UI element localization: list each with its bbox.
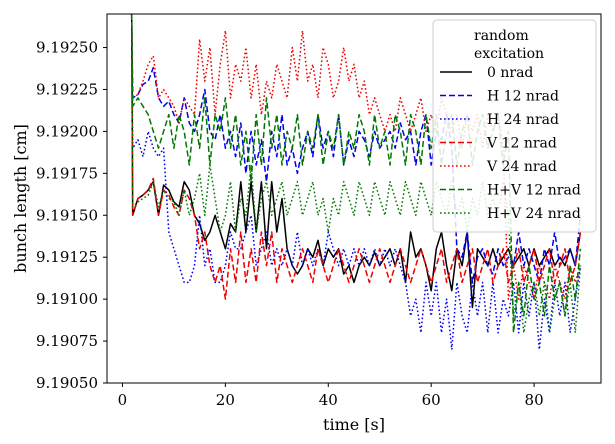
x-axis-label: time [s] <box>323 415 385 434</box>
y-tick-label: 9.19200 <box>36 122 98 140</box>
legend-entry-label: V 24 nrad <box>486 159 557 175</box>
series-line-h-v-24-nrad <box>130 14 582 334</box>
x-tick-label: 80 <box>525 391 544 409</box>
y-tick-label: 9.19175 <box>36 164 98 182</box>
legend-entries: 0 nrad H 12 nrad H 24 nrad V 12 nrad V 24 nr… <box>440 65 581 222</box>
y-tick-label: 9.19125 <box>36 248 98 266</box>
x-tick-label: 0 <box>118 391 128 409</box>
legend-entry-label: 0 nrad <box>487 65 533 81</box>
legend-entry-label: H+V 12 nrad <box>487 183 581 199</box>
y-axis-ticks: 9.19050 9.19075 9.19100 9.19125 9.19150 9.191… <box>36 39 107 392</box>
y-tick-label: 9.19250 <box>36 39 98 57</box>
series-line-h-24-nrad <box>130 14 582 351</box>
y-tick-label: 9.19050 <box>36 374 98 392</box>
x-tick-label: 60 <box>422 391 441 409</box>
x-tick-label: 40 <box>319 391 338 409</box>
legend-title-line-2: excitation <box>474 46 544 62</box>
legend-entry-label: H+V 24 nrad <box>487 206 581 222</box>
legend-entry-label: H 24 nrad <box>487 112 559 128</box>
x-axis-ticks: 0 20 40 60 80 <box>118 383 544 409</box>
legend-title-line-1: random <box>474 28 529 44</box>
legend-entry-label: H 12 nrad <box>487 89 559 105</box>
series-line-0-nrad <box>130 14 582 309</box>
series-line-v-12-nrad <box>130 14 582 300</box>
plot-frame <box>106 13 602 384</box>
y-tick-label: 9.19150 <box>36 206 98 224</box>
y-tick-label: 9.19075 <box>36 332 98 350</box>
x-tick-label: 20 <box>216 391 235 409</box>
legend: random excitation 0 nrad H 12 nrad H 24 nr… <box>432 19 597 233</box>
y-axis-label: bunch length [cm] <box>11 124 30 273</box>
legend-entry-label: V 12 nrad <box>486 136 557 152</box>
y-tick-label: 9.19225 <box>36 80 98 98</box>
y-tick-label: 9.19100 <box>36 290 98 308</box>
legend-box <box>432 19 597 233</box>
series-line-h-v-12-nrad <box>130 14 582 334</box>
series-line-h-12-nrad <box>130 14 582 284</box>
